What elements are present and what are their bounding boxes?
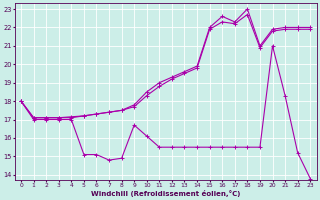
X-axis label: Windchill (Refroidissement éolien,°C): Windchill (Refroidissement éolien,°C) <box>91 190 240 197</box>
